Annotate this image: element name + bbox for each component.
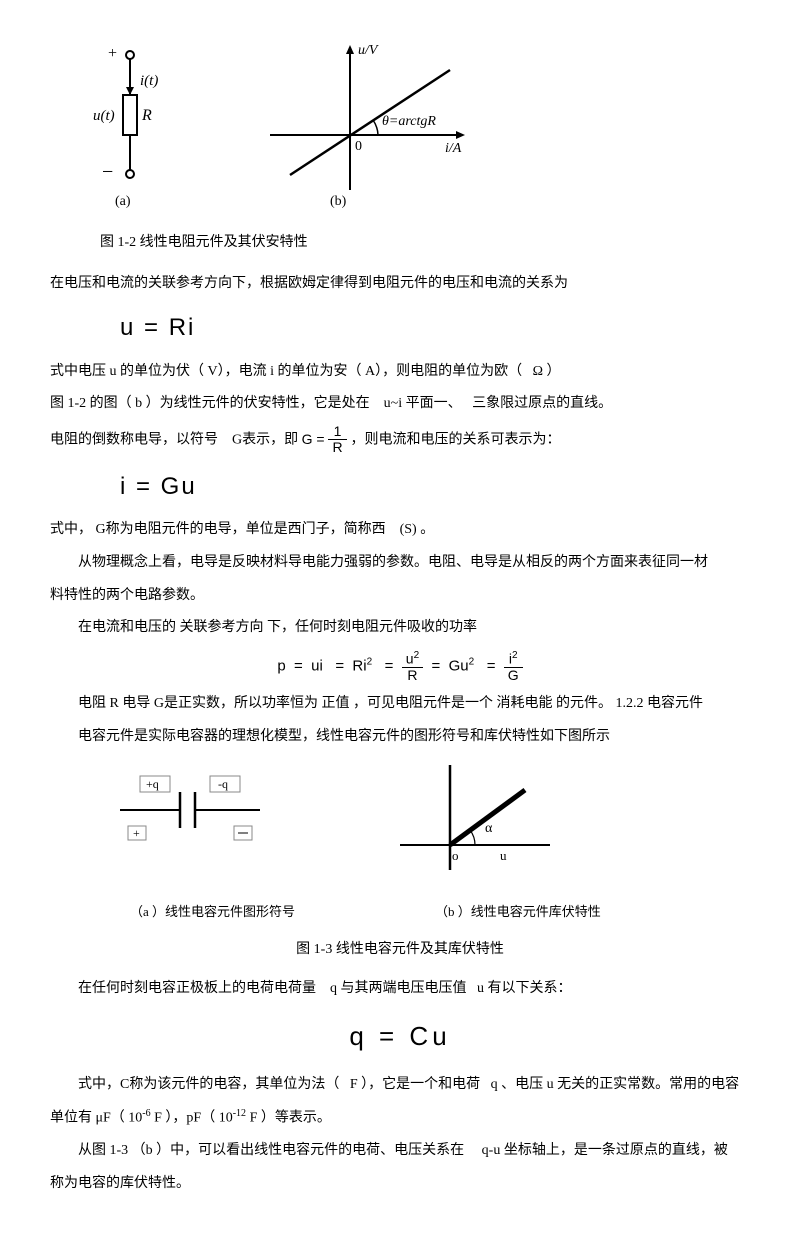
power-formula: p = ui = Ri2 = u2R = Gu2 = i2G: [50, 650, 750, 683]
txt: 从图 1-3 （b ）中，可以看出线性电容元件的电荷、电压关系在: [78, 1143, 464, 1158]
formula-u-ri: u = Ri: [120, 305, 750, 351]
txt: u~i 平面一、: [384, 396, 462, 411]
txt: G: [302, 431, 313, 447]
para-units: 式中电压 u 的单位为伏（ V），电流 i 的单位为安（ A），则电阻的单位为欧…: [50, 359, 750, 386]
label-b: （b ）线性电容元件库伏特性: [435, 900, 601, 925]
para-iv-line: 图 1-2 的图（ b ）为线性元件的伏安特性，它是处在 u~i 平面一、 三象…: [50, 391, 750, 418]
svg-text:R: R: [141, 107, 152, 124]
sup: 2: [469, 656, 475, 667]
para-coulomb-volt: 称为电容的库伏特性。: [50, 1171, 750, 1198]
para-phys2: 料特性的两个电路参数。: [50, 583, 750, 610]
txt: (S) 。: [400, 522, 435, 537]
d: R: [402, 668, 423, 683]
txt: u 有以下关系：: [477, 981, 572, 996]
para-phys1: 从物理概念上看，电导是反映材料导电能力强弱的参数。电阻、电导是从相反的两个方面来…: [50, 550, 750, 577]
para-positive-power: 电阻 R 电导 G是正实数，所以功率恒为 正值 ，可见电阻元件是一个 消耗电能 …: [50, 691, 750, 718]
g-eq: G = 1R: [302, 431, 351, 447]
sup: 2: [414, 650, 420, 661]
frac-1-r: 1R: [328, 424, 346, 456]
txt: 电阻的倒数称电导，以符号: [50, 433, 218, 448]
exp: -6: [142, 1108, 150, 1119]
t: =: [487, 657, 496, 674]
txt: =: [316, 431, 324, 447]
den: R: [328, 440, 346, 455]
para-charge-relation: 在任何时刻电容正极板上的电荷电荷量 q 与其两端电压电压值 u 有以下关系：: [50, 976, 750, 1003]
d: G: [504, 668, 523, 683]
formula-i-gu: i = Gu: [120, 464, 750, 510]
txt: F ），它是一个和电荷: [350, 1077, 480, 1092]
svg-text:u(t): u(t): [93, 108, 115, 124]
sup: 2: [512, 650, 518, 661]
frac-u2-r: u2R: [402, 650, 423, 683]
svg-text:−: −: [102, 161, 113, 183]
svg-text:+q: +q: [146, 777, 159, 791]
t: u: [406, 650, 414, 666]
frac-i2-g: i2G: [504, 650, 523, 683]
svg-text:u/V: u/V: [358, 43, 379, 58]
t: ui: [311, 657, 323, 674]
t: =: [335, 657, 344, 674]
para-siemens: 式中， G称为电阻元件的电导，单位是西门子，简称西 (S) 。: [50, 517, 750, 544]
svg-text:0: 0: [355, 139, 362, 154]
label-a: （a ）线性电容元件图形符号: [130, 900, 295, 925]
txt: F ）等表示。: [250, 1111, 331, 1126]
t: =: [294, 657, 303, 674]
txt: 式中，C称为该元件的电容，其单位为法（: [78, 1077, 339, 1092]
txt: 式中， G称为电阻元件的电导，单位是西门子，简称西: [50, 522, 386, 537]
svg-text:(a): (a): [115, 194, 131, 209]
svg-text:i/A: i/A: [445, 141, 462, 156]
fig-1-3-subcaptions: （a ）线性电容元件图形符号 （b ）线性电容元件库伏特性: [130, 900, 750, 925]
t: =: [431, 657, 440, 674]
txt: G表示，即: [232, 433, 298, 448]
txt: 式中电压 u 的单位为伏（ V），电流 i 的单位为安（ A），则电阻的单位为欧…: [50, 364, 522, 379]
n: u2: [402, 650, 423, 668]
fig-1-2-caption: 图 1-2 线性电阻元件及其伏安特性: [100, 230, 750, 257]
txt: ，则电流和电压的关系可表示为：: [351, 433, 561, 448]
txt: q 、电压 u 无关的正实常数。常用的电容: [491, 1077, 740, 1092]
txt: Ω ）: [533, 364, 561, 379]
txt: 三象限过原点的直线。: [472, 396, 612, 411]
svg-text:α: α: [485, 821, 493, 836]
t: p: [277, 657, 285, 674]
svg-text:+: +: [108, 45, 117, 62]
svg-text:-q: -q: [218, 777, 228, 791]
qu-graph-svg: α o u: [390, 760, 570, 880]
txt: q 与其两端电压电压值: [330, 981, 467, 996]
txt: q-u 坐标轴上，是一条过原点的直线，被: [482, 1143, 728, 1158]
para-conductance: 电阻的倒数称电导，以符号 G表示，即 G = 1R ，则电流和电压的关系可表示为…: [50, 424, 750, 456]
para-cap-def: 式中，C称为该元件的电容，其单位为法（ F ），它是一个和电荷 q 、电压 u …: [50, 1072, 750, 1099]
fig-1-3-caption: 图 1-3 线性电容元件及其库伏特性: [50, 937, 750, 964]
exp: -12: [233, 1108, 246, 1119]
figure-1-3: +q -q + α o u: [110, 760, 750, 880]
para-cap-units: 单位有 μF（ 10-6 F ），pF（ 10-12 F ）等表示。: [50, 1104, 750, 1132]
svg-text:+: +: [133, 826, 140, 840]
circuit-resistor-svg: + i(t) u(t) R − (a): [90, 40, 200, 210]
t: Ri: [352, 657, 366, 674]
figure-1-2: + i(t) u(t) R − (a) u/V i/A 0 θ=arctgR (…: [90, 40, 750, 210]
txt: 在任何时刻电容正极板上的电荷电荷量: [78, 981, 316, 996]
para-power-intro: 在电流和电压的 关联参考方向 下，任何时刻电阻元件吸收的功率: [50, 615, 750, 642]
svg-text:(b): (b): [330, 194, 347, 209]
t: =: [385, 657, 394, 674]
para-qu-line: 从图 1-3 （b ）中，可以看出线性电容元件的电荷、电压关系在 q-u 坐标轴…: [50, 1138, 750, 1165]
capacitor-symbol-svg: +q -q +: [110, 770, 290, 870]
svg-text:θ=arctgR: θ=arctgR: [382, 114, 436, 129]
n: i2: [504, 650, 523, 668]
svg-text:u: u: [500, 848, 507, 863]
t: Gu: [449, 657, 469, 674]
svg-text:i(t): i(t): [140, 73, 158, 89]
sup: 2: [367, 656, 373, 667]
txt: 图 1-2 的图（ b ）为线性元件的伏安特性，它是处在: [50, 396, 370, 411]
iv-graph-svg: u/V i/A 0 θ=arctgR (b): [260, 40, 490, 210]
formula-q-cu: q = Cu: [50, 1012, 750, 1061]
txt: F ），pF（ 10: [154, 1111, 233, 1126]
svg-text:o: o: [452, 848, 459, 863]
para-capacitor-intro: 电容元件是实际电容器的理想化模型，线性电容元件的图形符号和库伏特性如下图所示: [50, 724, 750, 751]
num: 1: [328, 424, 346, 440]
txt: 单位有 μF（ 10: [50, 1111, 142, 1126]
para-ohm-intro: 在电压和电流的关联参考方向下，根据欧姆定律得到电阻元件的电压和电流的关系为: [50, 271, 750, 298]
